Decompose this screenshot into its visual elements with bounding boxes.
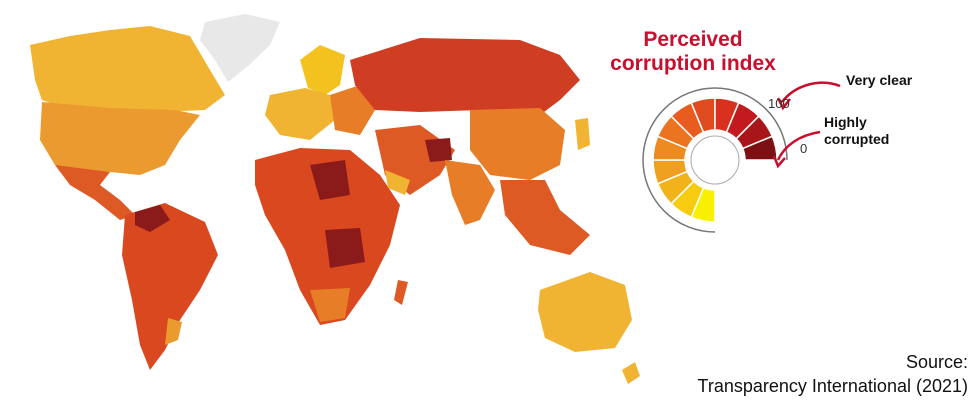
region-china [470, 108, 565, 180]
scale-min-label: 0 [800, 141, 808, 156]
region-india [445, 160, 495, 225]
region-arabian-gulf [385, 170, 410, 195]
highly-corrupted-line2: corrupted [824, 131, 890, 147]
region-russia [350, 38, 580, 115]
region-south-africa [310, 288, 350, 322]
region-canada [30, 26, 225, 112]
region-afghanistan [425, 138, 452, 162]
region-new-zealand [622, 362, 640, 384]
legend-title-line2: corruption index [610, 52, 776, 75]
scale-inner-ring [690, 135, 740, 185]
region-greenland [200, 14, 280, 82]
source-citation: Source: Transparency International (2021… [698, 350, 968, 398]
very-clear-label: Very clear [846, 72, 913, 88]
highly-corrupted-arrow [776, 130, 821, 161]
legend-title: Perceived corruption index [598, 28, 788, 76]
scale-segment [741, 135, 778, 161]
very-clear-arrow [781, 81, 841, 103]
legend-wheel [642, 87, 788, 233]
region-eastern-europe [330, 85, 375, 135]
highly-corrupted-label: Highly corrupted [824, 114, 889, 148]
region-western-europe [265, 88, 335, 140]
region-south-america [122, 203, 218, 370]
scale-ring [642, 87, 788, 233]
scale-max-label: 100 [768, 96, 790, 111]
region-scandinavia [300, 45, 345, 95]
highly-corrupted-arrow-head [772, 155, 786, 169]
region-chile-uruguay [165, 318, 182, 345]
very-clear-arrow-head [776, 97, 791, 111]
source-line2: Transparency International (2021) [697, 376, 968, 396]
region-mexico [55, 165, 135, 220]
region-japan [575, 118, 590, 150]
region-usa [40, 102, 200, 175]
legend-title-line1: Perceived [643, 28, 743, 51]
region-south-east-asia [500, 180, 590, 255]
source-line1: Source: [905, 352, 968, 372]
region-drc [325, 228, 365, 268]
region-australia [538, 272, 632, 352]
region-libya [310, 160, 350, 200]
region-madagascar [394, 280, 408, 305]
region-venezuela [135, 205, 170, 232]
highly-corrupted-line1: Highly [824, 114, 867, 130]
